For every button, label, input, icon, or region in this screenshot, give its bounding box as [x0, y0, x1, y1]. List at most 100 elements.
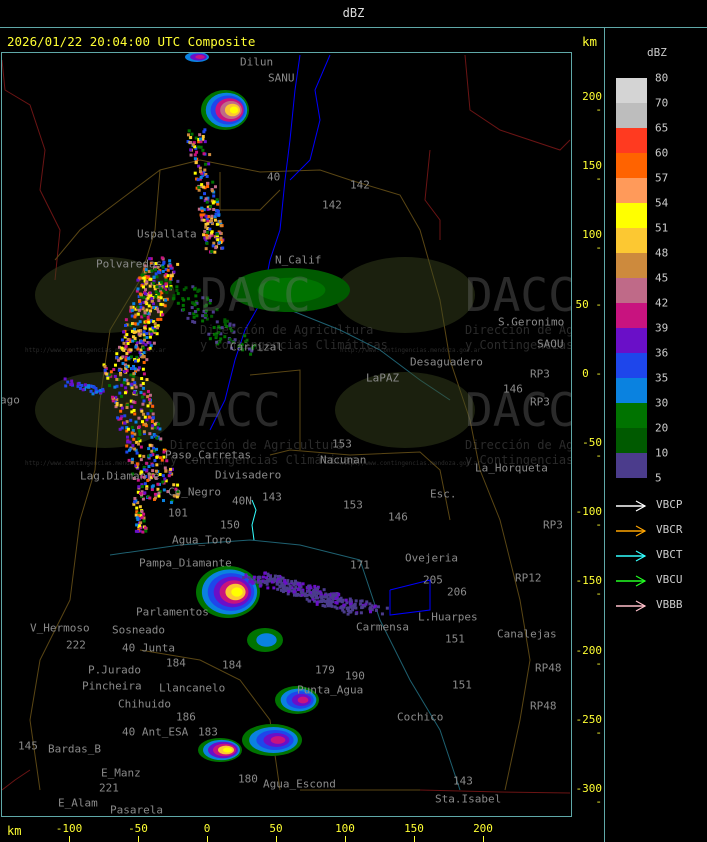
echo-pixel — [335, 606, 339, 610]
echo-pixel — [119, 403, 123, 407]
echo-pixel — [142, 512, 146, 516]
echo-pixel — [151, 453, 155, 457]
echo-pixel — [141, 497, 145, 501]
echo-pixel — [130, 460, 134, 464]
watermark-caption: Dirección de Agricultura — [465, 438, 572, 452]
echo-pixel — [364, 602, 368, 606]
place-label: 40N — [232, 494, 252, 508]
place-label: Pampa_Diamante — [139, 556, 232, 570]
radar-map[interactable]: DACC Dirección de Agricultura y Contingenc… — [1, 52, 572, 817]
echo-pixel — [162, 450, 166, 454]
echo-pixel — [219, 224, 223, 228]
echo-pixel — [293, 582, 297, 586]
x-tick-label: 50 — [269, 822, 283, 835]
echo-pixel — [154, 469, 158, 473]
echo-pixel — [113, 374, 117, 378]
echo-pixel — [124, 324, 128, 328]
place-label: 222 — [66, 638, 86, 652]
echo-pixel — [125, 365, 129, 369]
echo-pixel — [113, 363, 117, 367]
echo-pixel — [153, 287, 157, 291]
echo-pixel — [142, 314, 146, 318]
echo-pixel — [63, 377, 67, 381]
echo-pixel — [139, 383, 143, 387]
echo-pixel — [153, 422, 157, 426]
y-axis-unit: km — [582, 34, 598, 49]
echo-pixel — [169, 274, 173, 278]
echo-pixel — [143, 415, 147, 419]
echo-pixel — [265, 582, 269, 586]
place-label: RP48 — [530, 699, 557, 713]
echo-pixel — [172, 294, 176, 298]
echo-pixel — [205, 236, 209, 240]
echo-pixel — [159, 317, 163, 321]
x-tick-label: -100 — [55, 822, 83, 835]
radar-name: VBCT — [656, 548, 683, 561]
echo-pixel — [342, 610, 346, 614]
echo-pixel — [157, 422, 161, 426]
place-label: ago — [1, 393, 20, 407]
watermark-logo-text: DACC — [170, 383, 281, 437]
echo-pixel — [203, 304, 207, 308]
echo-pixel — [153, 285, 157, 289]
x-tick-mark — [207, 836, 208, 842]
echo-pixel — [141, 382, 145, 386]
echo-pixel — [161, 303, 165, 307]
echo-pixel — [339, 605, 343, 609]
echo-pixel — [204, 225, 208, 229]
echo-pixel — [141, 402, 145, 406]
echo-pixel — [96, 389, 100, 393]
echo-pixel — [201, 148, 205, 152]
echo-pixel — [333, 605, 337, 609]
echo-pixel — [205, 174, 209, 178]
echo-pixel — [136, 347, 140, 351]
color-swatch — [616, 103, 647, 128]
echo-pixel — [147, 472, 151, 476]
echo-pixel — [186, 316, 190, 320]
echo-pixel — [315, 600, 319, 604]
echo-pixel — [206, 207, 210, 211]
echo-pixel — [156, 482, 160, 486]
echo-pixel — [346, 609, 350, 613]
echo-pixel — [331, 594, 335, 598]
x-tick-label: 0 — [203, 822, 211, 835]
echo-cell-top — [195, 55, 205, 59]
place-label: Nacunan — [320, 453, 367, 467]
echo-pixel — [133, 412, 137, 416]
echo-pixel — [164, 479, 168, 483]
echo-pixel — [240, 343, 244, 347]
echo-pixel — [108, 384, 112, 388]
echo-pixel — [159, 437, 163, 441]
level-label: 48 — [655, 246, 669, 260]
echo-pixel — [258, 582, 262, 586]
echo-pixel — [272, 577, 276, 581]
echo-pixel — [244, 573, 248, 577]
echo-pixel — [218, 231, 222, 235]
echo-pixel — [217, 241, 221, 245]
place-label: P.Jurado — [88, 663, 141, 677]
echo-pixel — [155, 332, 159, 336]
place-label: SANU — [268, 71, 295, 85]
echo-pixel — [142, 519, 146, 523]
level-label: 20 — [655, 421, 669, 435]
echo-pixel — [210, 214, 214, 218]
echo-pixel — [104, 366, 108, 370]
echo-pixel — [149, 409, 153, 413]
watermark-logo-icon — [335, 257, 475, 333]
echo-pixel — [205, 241, 209, 245]
echo-pixel — [267, 579, 271, 583]
echo-pixel — [131, 378, 135, 382]
echo-pixel — [146, 296, 150, 300]
echo-pixel — [328, 600, 332, 604]
place-label: RP3 — [543, 518, 563, 532]
echo-pixel — [266, 572, 270, 576]
echo-pixel — [333, 597, 337, 601]
echo-pixel — [231, 340, 235, 344]
echo-pixel — [320, 600, 324, 604]
place-label: Cochico — [397, 710, 444, 724]
echo-pixel — [317, 591, 321, 595]
echo-pixel — [136, 501, 140, 505]
echo-pixel — [194, 300, 198, 304]
echo-pixel — [293, 579, 297, 583]
timestamp-label: 2026/01/22 20:04:00 UTC Composite — [7, 34, 256, 49]
